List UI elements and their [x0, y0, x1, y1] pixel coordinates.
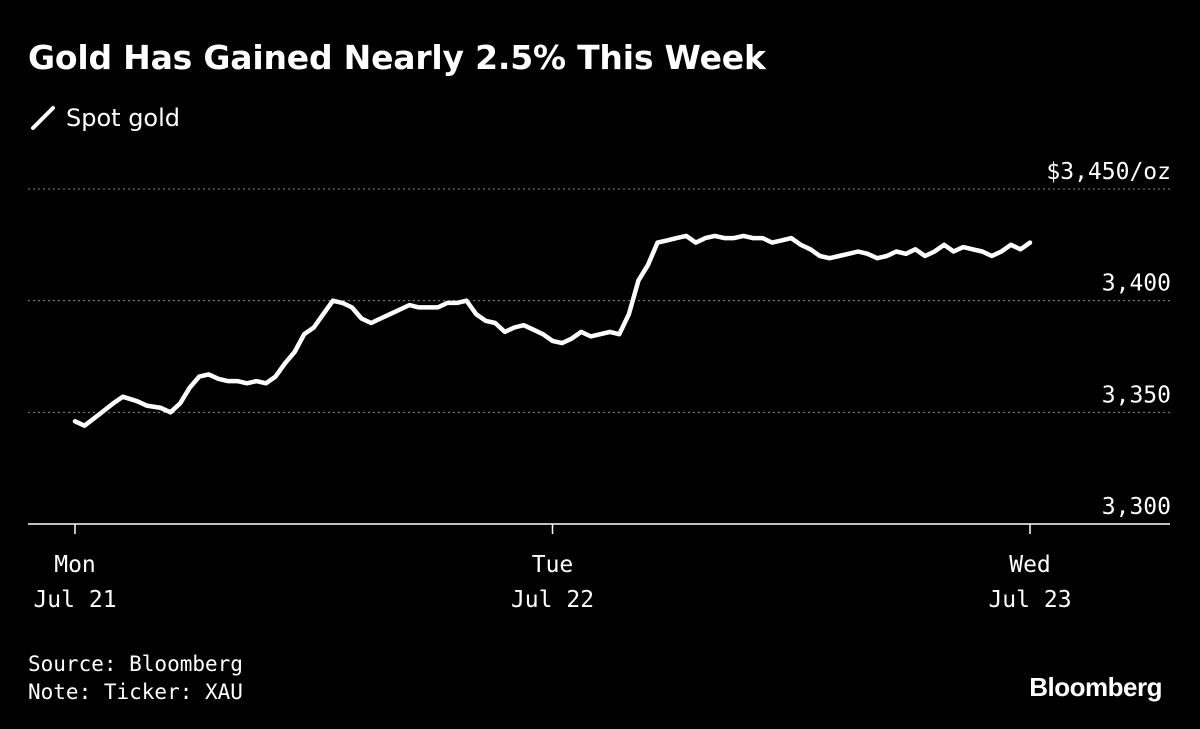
bloomberg-logo: Bloomberg: [1029, 672, 1162, 702]
legend-label: Spot gold: [66, 104, 181, 132]
y-tick-label: 3,350: [1102, 382, 1171, 408]
x-tick-label-date: Jul 22: [511, 587, 594, 613]
x-tick-label-day: Wed: [1009, 552, 1051, 578]
y-tick-label: 3,400: [1102, 271, 1171, 297]
y-tick-label: 3,300: [1102, 494, 1171, 520]
x-tick-label-day: Mon: [54, 552, 96, 578]
x-tick-label-day: Tue: [532, 552, 574, 578]
legend-swatch-icon: [31, 106, 55, 130]
x-tick-label-date: Jul 23: [988, 587, 1071, 613]
legend: Spot gold: [30, 104, 180, 132]
source-note: Source: Bloomberg: [28, 652, 243, 676]
x-tick-label-date: Jul 21: [33, 587, 116, 613]
footer: Source: Bloomberg Note: Ticker: XAU: [28, 650, 243, 706]
ticker-note: Note: Ticker: XAU: [28, 680, 243, 704]
y-tick-label: $3,450/oz: [1046, 159, 1171, 185]
series-line-spot-gold: [72, 233, 1033, 428]
chart-title: Gold Has Gained Nearly 2.5% This Week: [28, 38, 766, 77]
